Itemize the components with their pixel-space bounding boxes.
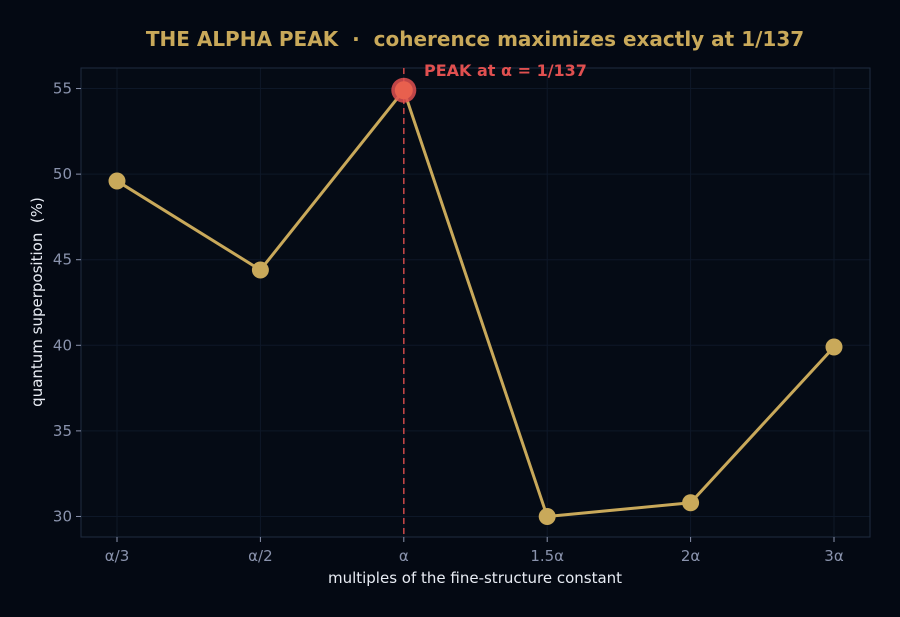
data-point xyxy=(538,507,556,525)
y-axis-label: quantum superposition (%) xyxy=(28,197,46,407)
y-tick-label: 50 xyxy=(53,165,72,183)
data-point xyxy=(251,261,269,279)
peak-annotation: PEAK at α = 1/137 xyxy=(424,61,587,80)
x-tick-label: 2α xyxy=(681,547,701,565)
x-tick-label: 3α xyxy=(824,547,844,565)
x-axis: α/3 α/2 α 1.5α 2α 3α xyxy=(105,537,844,565)
peak-marker-core xyxy=(394,81,413,100)
x-tick-label: α/2 xyxy=(248,547,273,565)
x-tick-label: α xyxy=(399,547,409,565)
data-point xyxy=(682,494,700,512)
y-axis: 30 35 40 45 50 55 xyxy=(53,80,81,525)
y-tick-label: 40 xyxy=(53,336,72,354)
y-tick-label: 45 xyxy=(53,251,72,269)
grid xyxy=(81,68,870,537)
x-tick-label: 1.5α xyxy=(530,547,564,565)
chart-title: THE ALPHA PEAK · coherence maximizes exa… xyxy=(146,27,804,51)
y-tick-label: 55 xyxy=(53,80,72,98)
data-point xyxy=(108,172,126,190)
data-point xyxy=(825,338,843,356)
plot-frame xyxy=(80,67,871,538)
series-line xyxy=(116,88,836,518)
y-tick-label: 30 xyxy=(53,507,72,525)
y-tick-label: 35 xyxy=(53,422,72,440)
x-tick-label: α/3 xyxy=(105,547,130,565)
markers xyxy=(108,77,843,525)
x-axis-label: multiples of the fine-structure constant xyxy=(328,569,622,587)
